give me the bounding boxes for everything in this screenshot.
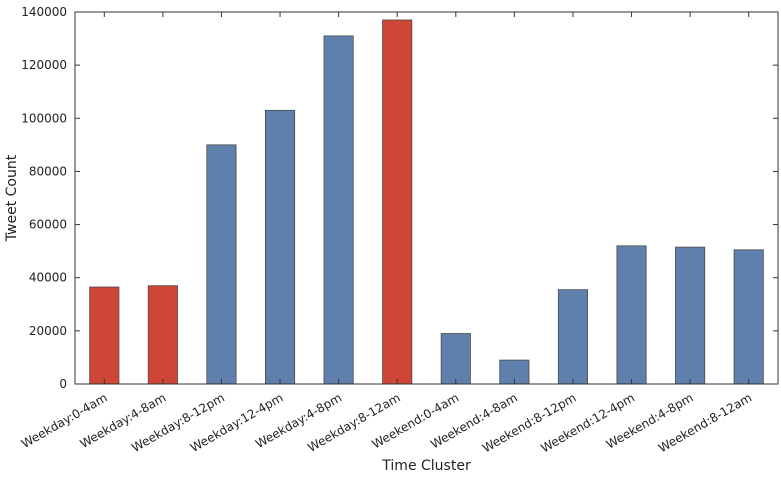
y-tick-label-4: 80000 (29, 164, 67, 178)
bar-9 (616, 245, 647, 385)
bar-2 (206, 144, 237, 385)
y-tick-label-5: 100000 (21, 111, 67, 125)
y-axis-title: Tweet Count (4, 154, 20, 242)
y-tick-label-2: 40000 (29, 271, 67, 285)
y-tick-label-3: 60000 (29, 218, 67, 232)
y-tick-label-1: 20000 (29, 324, 67, 338)
bar-0 (89, 286, 120, 385)
bar-10 (675, 246, 706, 385)
bar-3 (264, 109, 296, 385)
x-axis-title: Time Cluster (381, 458, 471, 474)
bar-1 (147, 285, 178, 385)
bars-layer (89, 19, 764, 385)
bar-5 (382, 19, 413, 385)
bar-8 (557, 289, 589, 385)
y-axis-ticks: 0 20000 40000 60000 80000 100000 120000 140000 (21, 5, 778, 391)
bar-4 (323, 35, 354, 385)
y-tick-label-0: 0 (59, 377, 67, 391)
y-tick-label-7: 140000 (21, 5, 67, 19)
bar-11 (733, 249, 764, 385)
bar-6 (440, 333, 471, 385)
plot-frame (74, 11, 779, 385)
y-tick-label-6: 120000 (21, 58, 67, 72)
